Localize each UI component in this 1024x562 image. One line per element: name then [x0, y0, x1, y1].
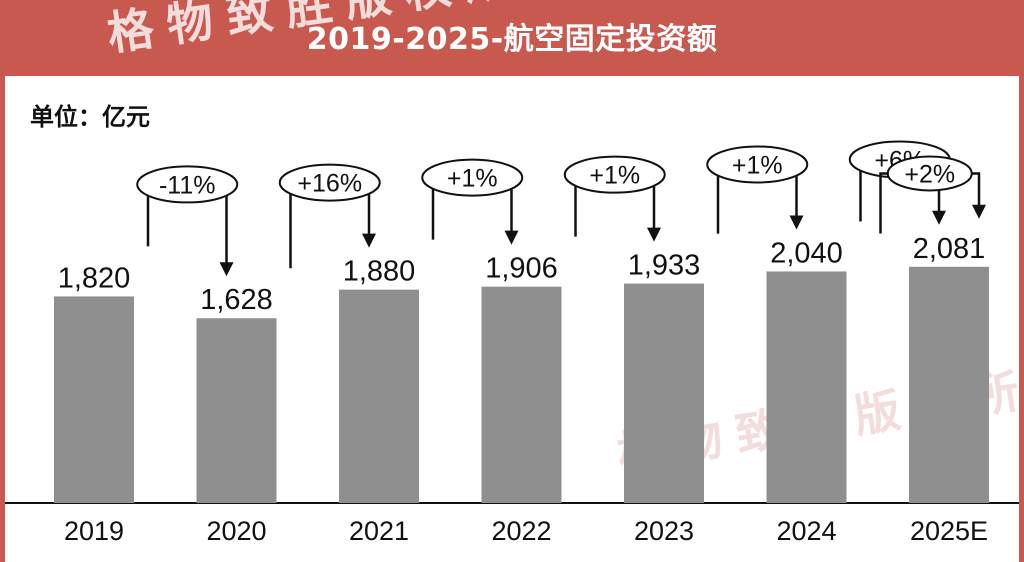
growth-2022-2023-arrowhead: [647, 227, 661, 242]
value-label-2021: 1,880: [343, 256, 416, 288]
bar-2023: [624, 283, 704, 503]
growth-2021-2022-label: +1%: [447, 165, 498, 193]
watermark-top: 格物致胜版权所有: [104, 0, 587, 61]
category-label-2020: 2020: [206, 516, 266, 546]
category-label-2025E: 2025E: [910, 516, 988, 546]
category-label-2021: 2021: [349, 516, 409, 546]
growth-2023-2024-bubble: [706, 145, 809, 184]
right-border: [1019, 0, 1024, 562]
value-label-2025E: 2,081: [913, 233, 986, 265]
bar-2022: [481, 286, 562, 503]
growth-2019-2020-label: -11%: [159, 171, 216, 199]
bar-2021: [339, 289, 419, 503]
value-label-2022: 1,906: [485, 253, 558, 285]
value-label-2023: 1,933: [628, 250, 701, 282]
bar-2020: [196, 318, 277, 503]
growth-2021-2022-arrowhead: [504, 230, 519, 245]
growth-2024-2025E-arrowhead: [932, 210, 946, 225]
category-label-2022: 2022: [491, 516, 551, 546]
value-label-2024: 2,040: [770, 237, 843, 269]
bar-2024: [766, 271, 847, 503]
growth-2020-2021-bubble: [278, 163, 381, 202]
growth-2025E-arrowhead: [972, 204, 986, 219]
growth-2020-2021-arrowhead: [362, 233, 376, 248]
left-border: [0, 0, 5, 562]
category-label-2023: 2023: [634, 516, 694, 546]
value-label-2019: 1,820: [58, 262, 131, 294]
growth-2022-2023-label: +1%: [589, 162, 640, 190]
growth-2019-2020-bubble: [136, 165, 239, 204]
growth-2025E-label: +2%: [904, 160, 955, 188]
chart-title: 2019-2025-航空固定投资额: [306, 22, 718, 57]
value-label-2020: 1,628: [200, 284, 273, 316]
growth-2019-2020-arrowhead: [219, 262, 234, 277]
category-label-2024: 2024: [776, 516, 836, 546]
bar-2019: [54, 296, 134, 503]
unit-label: 单位：亿元: [30, 103, 150, 131]
growth-2021-2022-bubble: [421, 158, 524, 197]
growth-2025E-bubble: [886, 155, 973, 192]
bar-2025E: [909, 266, 989, 503]
growth-2023-2024-arrowhead: [789, 215, 804, 230]
growth-2023-2024-label: +1%: [732, 151, 783, 179]
category-label-2019: 2019: [64, 516, 124, 546]
title-banner: 2019-2025-航空固定投资额: [5, 0, 1019, 76]
growth-2020-2021-label: +16%: [297, 170, 362, 198]
growth-2022-2023-bubble: [563, 155, 666, 194]
